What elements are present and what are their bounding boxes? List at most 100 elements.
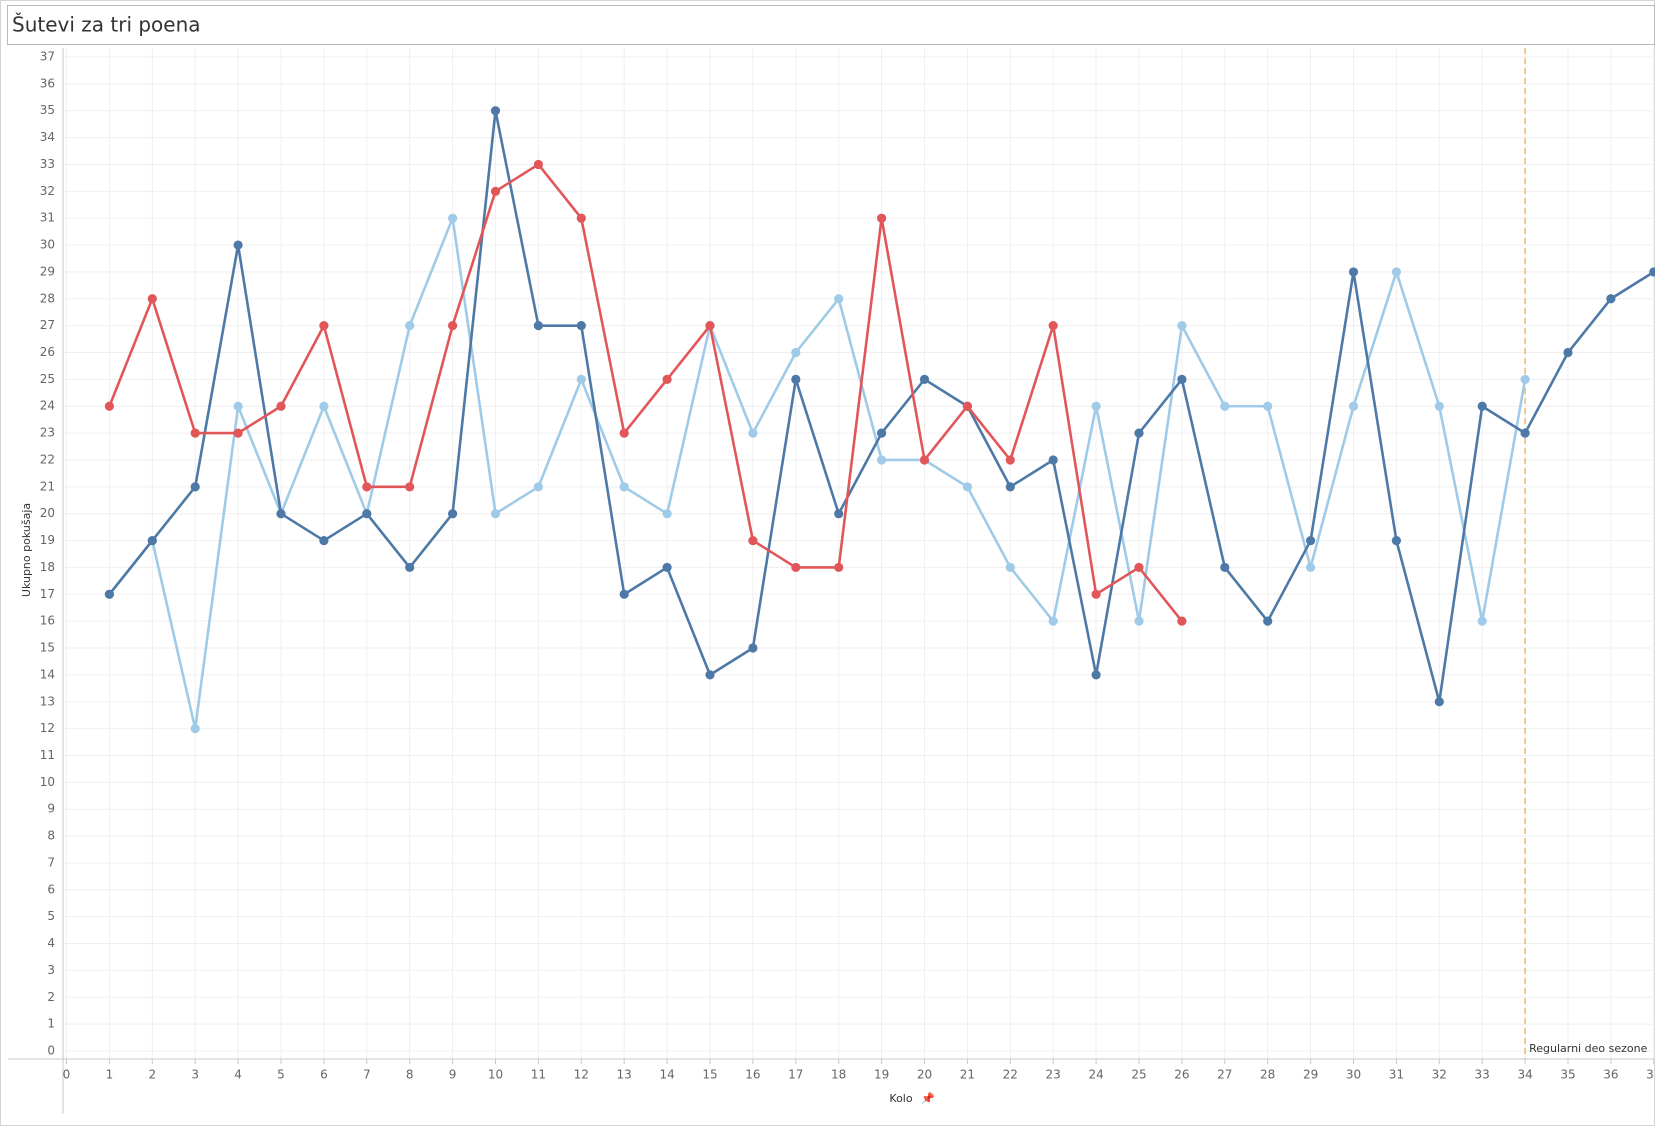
y-tick-label: 21: [40, 479, 55, 493]
y-tick-label: 33: [40, 157, 55, 171]
data-point: [490, 106, 501, 116]
chart-title: Šutevi za tri poena: [12, 13, 201, 37]
x-tick-label: 34: [1517, 1068, 1532, 1082]
data-point: [147, 535, 157, 546]
data-point: [877, 428, 887, 438]
data-point: [233, 401, 243, 411]
data-point: [1306, 535, 1316, 546]
data-point: [1134, 562, 1144, 573]
y-axis-label: Ukupno pokušaja: [20, 503, 33, 597]
data-point: [877, 213, 887, 223]
data-point: [576, 321, 586, 331]
x-tick-label: 17: [788, 1068, 803, 1082]
data-point: [705, 670, 715, 680]
x-tick-label: 3: [191, 1068, 199, 1082]
data-point: [490, 509, 501, 519]
data-point: [748, 643, 758, 653]
data-point: [791, 374, 801, 384]
y-tick-label: 29: [40, 264, 55, 278]
data-point: [834, 294, 844, 304]
x-tick-label: 33: [1475, 1068, 1490, 1082]
x-tick-label: 2: [148, 1068, 156, 1082]
y-tick-label: 23: [40, 426, 55, 440]
data-point: [919, 455, 930, 465]
data-point: [1520, 374, 1530, 384]
x-tick-label: 23: [1046, 1068, 1061, 1082]
y-tick-label: 27: [40, 318, 55, 332]
data-point: [662, 562, 672, 573]
x-tick-label: 15: [702, 1068, 717, 1082]
data-point: [405, 321, 415, 331]
data-point: [233, 428, 243, 438]
data-point: [919, 374, 930, 384]
x-tick-label: 13: [617, 1068, 632, 1082]
data-point: [147, 294, 157, 304]
x-tick-label: 7: [363, 1068, 371, 1082]
data-point: [1477, 616, 1487, 626]
x-tick-label: 20: [917, 1068, 932, 1082]
data-point: [319, 535, 329, 546]
x-tick-label: 12: [574, 1068, 589, 1082]
y-tick-label: 4: [47, 936, 55, 950]
data-point: [1048, 455, 1058, 465]
data-point: [319, 321, 329, 331]
data-point: [1091, 401, 1101, 411]
data-point: [1434, 401, 1444, 411]
data-point: [619, 428, 629, 438]
data-point: [1263, 616, 1273, 626]
y-tick-label: 34: [40, 130, 55, 144]
y-tick-label: 20: [40, 506, 55, 520]
x-tick-label: 1: [106, 1068, 114, 1082]
y-tick-label: 17: [40, 587, 55, 601]
data-point: [962, 401, 973, 411]
data-point: [1263, 401, 1273, 411]
data-point: [619, 589, 629, 599]
data-point: [1177, 321, 1187, 331]
pin-icon: 📌: [921, 1091, 935, 1105]
y-tick-label: 19: [40, 533, 55, 547]
data-point: [1134, 428, 1144, 438]
y-tick-label: 28: [40, 291, 55, 305]
y-tick-label: 18: [40, 560, 55, 574]
data-point: [490, 186, 501, 196]
data-point: [1091, 589, 1101, 599]
data-point: [748, 535, 758, 546]
data-point: [619, 482, 629, 492]
data-point: [1048, 321, 1058, 331]
y-tick-label: 0: [47, 1044, 55, 1058]
data-point: [362, 509, 372, 519]
y-tick-label: 26: [40, 345, 55, 359]
y-tick-label: 32: [40, 184, 55, 198]
data-point: [104, 401, 114, 411]
x-tick-label: 9: [449, 1068, 457, 1082]
y-tick-label: 10: [40, 775, 55, 789]
x-tick-label: 6: [320, 1068, 328, 1082]
reference-label: Regularni deo sezone: [1529, 1042, 1647, 1055]
data-point: [962, 482, 973, 492]
data-point: [1005, 482, 1015, 492]
x-tick-label: 22: [1003, 1068, 1018, 1082]
data-point: [233, 240, 243, 250]
data-point: [1391, 267, 1401, 277]
x-tick-label: 28: [1260, 1068, 1275, 1082]
y-tick-label: 22: [40, 452, 55, 466]
x-tick-label: 31: [1389, 1068, 1404, 1082]
y-tick-label: 31: [40, 211, 55, 225]
x-tick-label: 37: [1646, 1068, 1655, 1082]
data-point: [576, 374, 586, 384]
x-tick-label: 10: [488, 1068, 503, 1082]
x-tick-label: 26: [1174, 1068, 1189, 1082]
x-tick-label: 5: [277, 1068, 285, 1082]
data-point: [1306, 562, 1316, 573]
x-tick-label: 29: [1303, 1068, 1318, 1082]
data-point: [1649, 267, 1655, 277]
data-point: [448, 321, 458, 331]
x-tick-label: 27: [1217, 1068, 1232, 1082]
y-tick-label: 37: [40, 50, 55, 64]
y-tick-label: 3: [47, 963, 55, 977]
data-point: [276, 509, 286, 519]
y-tick-label: 25: [40, 372, 55, 386]
data-point: [533, 321, 544, 331]
data-point: [1220, 401, 1230, 411]
x-tick-label: 24: [1088, 1068, 1103, 1082]
